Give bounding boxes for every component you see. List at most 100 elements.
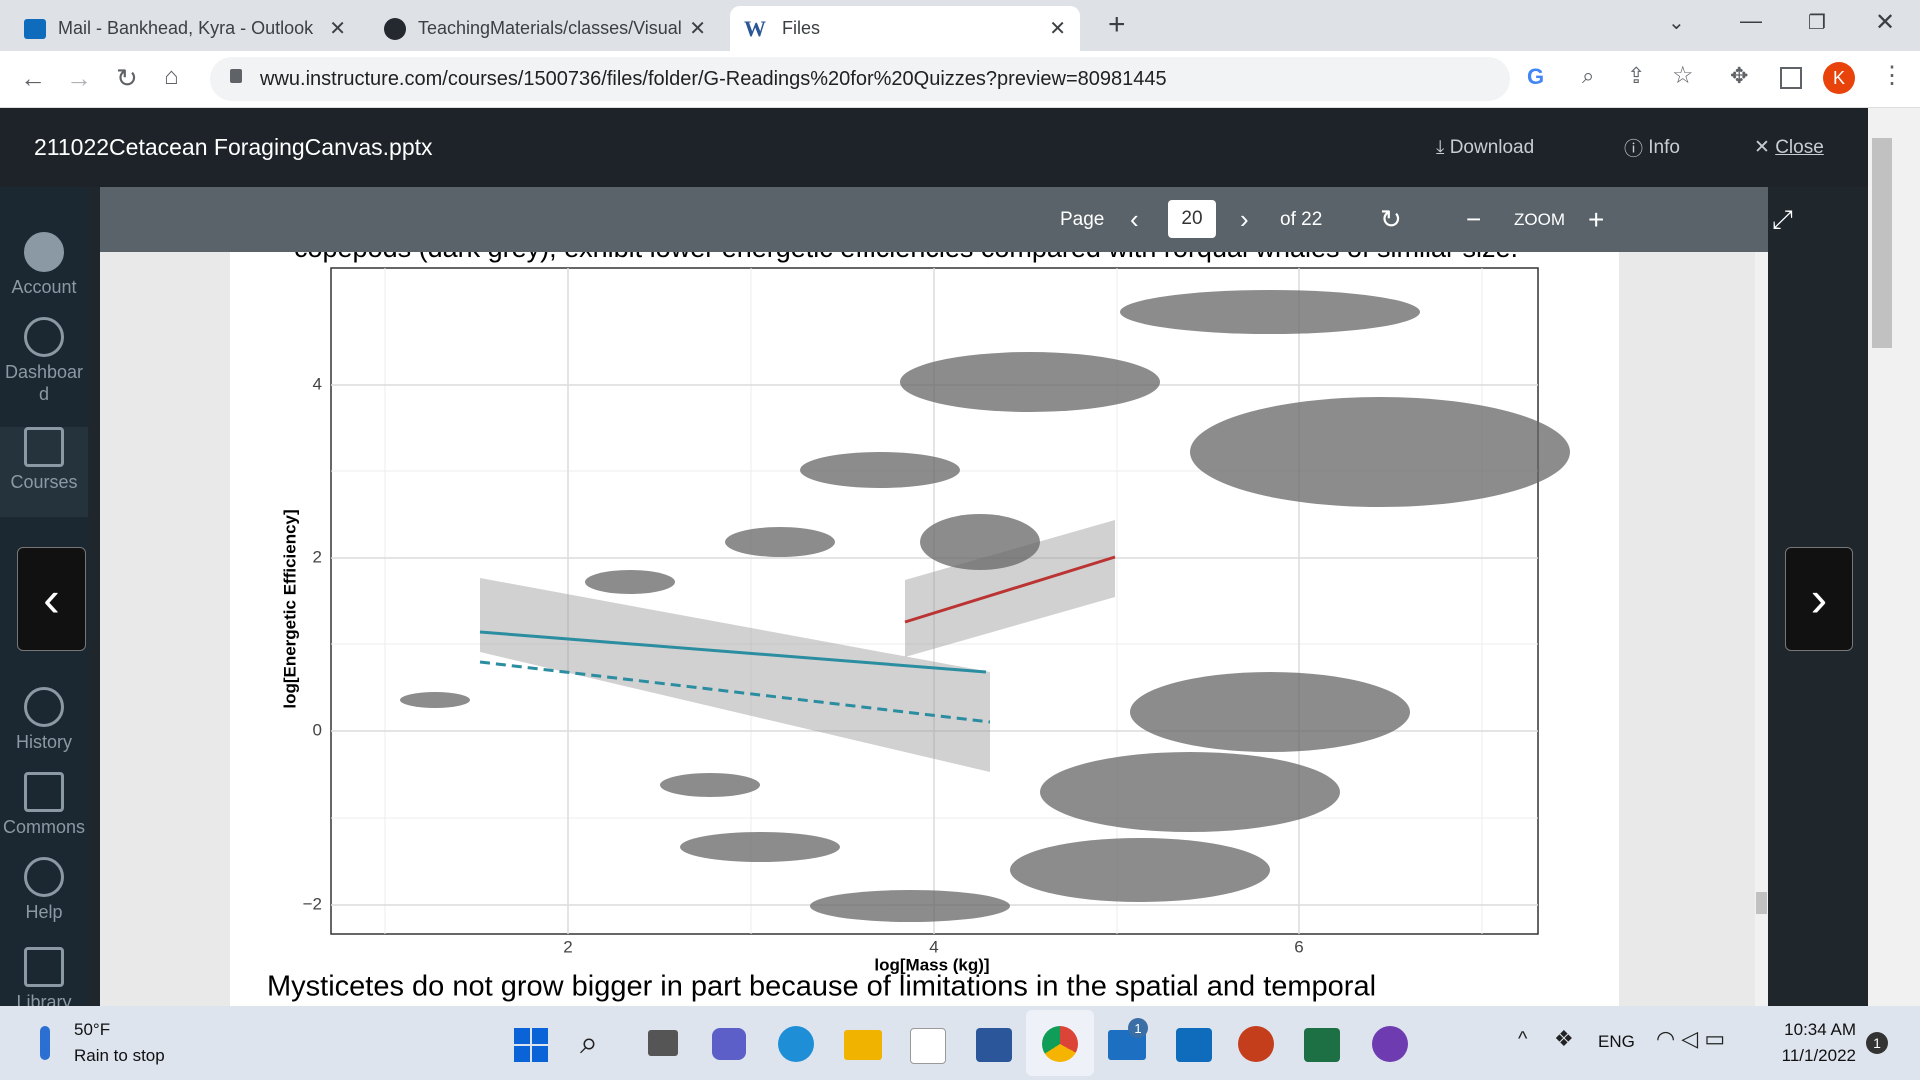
share-icon[interactable]: ⇪ xyxy=(1627,63,1646,88)
outlook[interactable] xyxy=(1176,1028,1212,1062)
edge[interactable] xyxy=(778,1026,814,1062)
forward[interactable]: → xyxy=(66,63,92,93)
weather-text[interactable]: Rain to stop xyxy=(74,1046,165,1065)
tab[interactable]: Mail - Bankhead, Kyra - Outlook ✕ xyxy=(10,6,360,51)
clock-time[interactable]: 10:34 AM xyxy=(1784,1020,1856,1039)
tab-title: TeachingMaterials/classes/Visual xyxy=(418,18,682,38)
nav-item[interactable]: Dashboard xyxy=(0,317,88,405)
scroll-thumb[interactable] xyxy=(1872,138,1892,348)
label: Dashboard xyxy=(4,362,84,404)
mail-badge: 1 xyxy=(1128,1018,1148,1038)
label: Commons xyxy=(2,817,86,837)
x-ticks: 2 4 6 xyxy=(563,937,1303,956)
tab-search[interactable]: ⌄ xyxy=(1668,12,1685,34)
slide-top-text: copepods (dark grey), exhibit lower ener… xyxy=(294,252,1518,263)
dropbox[interactable]: ❖ xyxy=(1554,1026,1574,1051)
tray-expand[interactable]: ^ xyxy=(1518,1028,1528,1050)
label: Info xyxy=(1648,136,1680,158)
reload[interactable]: ↻ xyxy=(116,63,138,93)
bookmark[interactable]: ☆ xyxy=(1672,62,1694,89)
viewer-scrollbar xyxy=(1755,252,1768,1006)
page-count: of 22 xyxy=(1280,208,1323,230)
github-icon xyxy=(384,17,406,40)
taskbar: 50°F Rain to stop ⌕ 1 ^ ❖ ENG ◠ ◁ ▭ 10:3… xyxy=(0,1006,1920,1080)
google-icon: G xyxy=(1527,64,1545,89)
next-slide[interactable]: › xyxy=(1785,547,1853,651)
tab-close[interactable]: ✕ xyxy=(329,18,346,40)
nav-item[interactable]: Library xyxy=(0,947,88,1013)
nav-item[interactable]: Help xyxy=(0,857,88,923)
back[interactable]: ← xyxy=(20,63,46,93)
minimize[interactable]: — xyxy=(1740,8,1762,33)
label: Courses xyxy=(10,472,78,492)
viewer-toolbar: Page ‹ 20 › of 22 ↻ − ZOOM + ⤢ xyxy=(100,187,1793,252)
zoom-label: ZOOM xyxy=(1514,209,1565,229)
restore[interactable]: ❐ xyxy=(1808,12,1826,34)
weather-temp[interactable]: 50°F xyxy=(74,1020,111,1039)
x-tick-label: 4 xyxy=(929,937,938,956)
omnibox[interactable]: wwu.instructure.com/courses/1500736/file… xyxy=(210,57,1510,101)
fullscreen[interactable]: ⤢ xyxy=(1772,203,1793,234)
tab-active[interactable]: W Files ✕ xyxy=(730,6,1080,51)
start[interactable] xyxy=(514,1028,548,1062)
word[interactable] xyxy=(976,1028,1012,1062)
url: wwu.instructure.com/courses/1500736/file… xyxy=(260,68,1167,90)
nav-item[interactable]: Courses xyxy=(0,427,88,517)
tab-close[interactable]: ✕ xyxy=(689,18,706,40)
github-desktop[interactable] xyxy=(1372,1026,1408,1062)
store[interactable] xyxy=(910,1028,946,1064)
weather-icon xyxy=(40,1026,50,1060)
excel[interactable] xyxy=(1304,1028,1340,1062)
zoom-icon[interactable]: ⌕ xyxy=(1582,63,1595,88)
slide-bottom-text: Mysticetes do not grow bigger in part be… xyxy=(267,971,1376,1003)
x-axis-label: log[Mass (kg)] xyxy=(874,955,989,974)
extensions[interactable]: ✥ xyxy=(1730,63,1749,88)
network-sound-battery[interactable]: ◠ ◁ ▭ xyxy=(1656,1026,1726,1051)
x-tick-label: 2 xyxy=(563,937,572,956)
prev-page[interactable]: ‹ xyxy=(1130,204,1139,234)
zoom-in[interactable]: + xyxy=(1588,203,1605,235)
profile[interactable]: K xyxy=(1823,62,1855,94)
clock-date[interactable]: 11/1/2022 xyxy=(1781,1046,1856,1065)
teams[interactable] xyxy=(712,1028,746,1060)
scroll-thumb[interactable] xyxy=(1756,892,1767,914)
prev-slide[interactable]: ‹ xyxy=(17,547,86,651)
y-tick-label: 0 xyxy=(313,720,322,739)
notifications[interactable]: 1 xyxy=(1866,1032,1888,1054)
language[interactable]: ENG xyxy=(1598,1032,1635,1051)
download[interactable]: ⤓ Download xyxy=(1436,136,1535,158)
nav-item[interactable]: Account xyxy=(0,232,88,298)
page-input[interactable]: 20 xyxy=(1168,200,1216,238)
zoom-out[interactable]: − xyxy=(1466,204,1482,234)
plot xyxy=(330,267,1570,935)
new-tab[interactable]: + xyxy=(1108,8,1126,41)
menu[interactable]: ⋮ xyxy=(1880,62,1904,89)
page-scrollbar xyxy=(1868,108,1920,1006)
x-tick-label: 6 xyxy=(1294,937,1303,956)
task-view[interactable] xyxy=(648,1030,678,1056)
nav-item[interactable]: History xyxy=(0,687,88,753)
search[interactable]: ⌕ xyxy=(580,1024,598,1060)
rotate[interactable]: ↻ xyxy=(1380,204,1402,234)
nav-item[interactable]: Commons xyxy=(0,772,88,838)
tab[interactable]: TeachingMaterials/classes/Visual ✕ xyxy=(370,6,720,51)
y-tick-label: 4 xyxy=(313,374,322,393)
chrome-active[interactable] xyxy=(1026,1010,1094,1076)
label: Account xyxy=(11,277,77,297)
label: Download xyxy=(1449,136,1535,158)
toolbar: ← → ↻ ⌂ wwu.instructure.com/courses/1500… xyxy=(0,51,1920,108)
next-page[interactable]: › xyxy=(1240,204,1249,234)
close-preview[interactable]: ✕ Close xyxy=(1754,136,1824,159)
slide: copepods (dark grey), exhibit lower ener… xyxy=(230,252,1619,1006)
home[interactable]: ⌂ xyxy=(164,63,179,90)
side-panel[interactable] xyxy=(1780,67,1802,89)
explorer[interactable] xyxy=(844,1030,882,1060)
info[interactable]: ⓘ Info xyxy=(1624,136,1680,161)
file-name: 211022Cetacean ForagingCanvas.pptx xyxy=(34,134,433,160)
close-window[interactable]: ✕ xyxy=(1875,9,1896,36)
y-tick-label: −2 xyxy=(303,894,322,913)
tab-close[interactable]: ✕ xyxy=(1049,18,1066,40)
powerpoint[interactable] xyxy=(1238,1026,1274,1062)
